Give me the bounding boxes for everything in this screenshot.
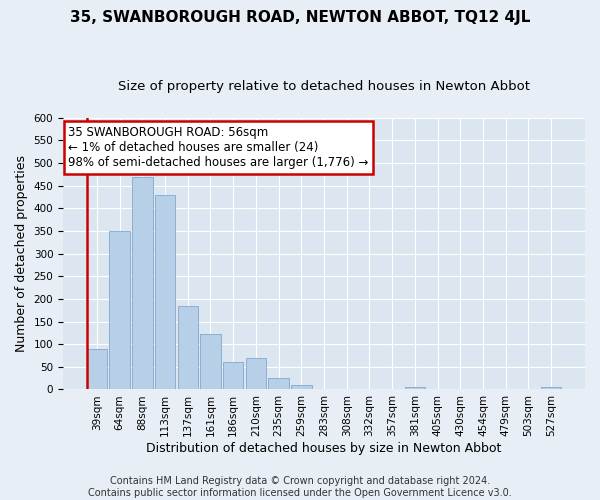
Bar [87,348,107,390]
Bar [200,334,221,390]
Bar [541,387,561,390]
Text: 35 SWANBOROUGH ROAD: 56sqm
← 1% of detached houses are smaller (24)
98% of semi-: 35 SWANBOROUGH ROAD: 56sqm ← 1% of detac… [68,126,368,169]
X-axis label: Distribution of detached houses by size in Newton Abbot: Distribution of detached houses by size … [146,442,502,455]
Title: Size of property relative to detached houses in Newton Abbot: Size of property relative to detached ho… [118,80,530,93]
Y-axis label: Number of detached properties: Number of detached properties [15,155,28,352]
Bar [291,385,311,390]
Text: Contains HM Land Registry data © Crown copyright and database right 2024.
Contai: Contains HM Land Registry data © Crown c… [88,476,512,498]
Bar [132,176,152,390]
Bar [109,231,130,390]
Bar [404,387,425,390]
Bar [268,378,289,390]
Text: 35, SWANBOROUGH ROAD, NEWTON ABBOT, TQ12 4JL: 35, SWANBOROUGH ROAD, NEWTON ABBOT, TQ12… [70,10,530,25]
Bar [178,306,198,390]
Bar [223,362,244,390]
Bar [245,358,266,390]
Bar [155,195,175,390]
